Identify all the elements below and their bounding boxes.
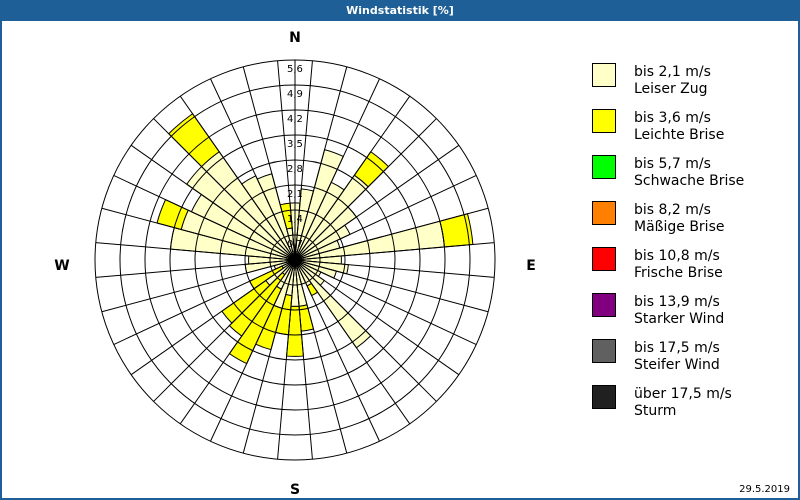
compass-W: W [54,258,69,274]
chart-panel: 0,7 1,4 2,1 2,8 3,5 4,2 4,9 5,6 N S W E bis 2,1 m/s… [2,21,798,498]
center-hub [289,254,301,266]
grid-spoke [95,259,296,278]
legend-range: bis 5,7 m/s [634,156,711,172]
grid-spoke [242,66,296,261]
grid-spoke [294,66,348,261]
radial-tick-label: 4,2 [287,114,303,125]
date-label: 29.5.2019 [739,484,790,495]
legend-label: Mäßige Brise [634,219,725,235]
legend-swatch [592,293,616,317]
grid-spoke [277,259,296,460]
grid-spoke [294,95,411,261]
radial-tick-label: 0,7 [287,239,303,250]
legend-swatch [592,201,616,225]
radial-tick-label: 3,5 [287,139,303,150]
grid-spoke [95,242,296,261]
grid-spoke [294,60,313,261]
legend-range: bis 10,8 m/s [634,248,720,264]
grid-spoke [294,259,460,376]
compass-S: S [290,482,300,498]
grid-spoke [294,259,380,442]
grid-spoke [294,207,489,261]
legend-label: Sturm [634,403,677,419]
legend-label: Starker Wind [634,311,725,327]
legend-swatch [592,109,616,133]
grid-spoke [294,259,495,278]
legend-swatch [592,155,616,179]
legend-range: bis 2,1 m/s [634,64,711,80]
grid-spoke [179,95,296,261]
compass-E: E [526,258,536,274]
grid-spoke [210,78,296,261]
grid-spoke [101,207,296,261]
grid-spoke [294,259,437,402]
legend-label: Frische Brise [634,265,723,281]
legend-label: Schwache Brise [634,173,745,189]
grid-spoke [277,60,296,261]
grid-spoke [153,118,296,261]
grid-spoke [294,78,380,261]
radial-tick-label: 5,6 [287,64,303,75]
grid-spoke [210,259,296,442]
legend-label: Leichte Brise [634,127,725,143]
grid-spoke [294,118,437,261]
grid-spoke [242,259,296,454]
grid-spoke [294,242,495,261]
grid-spoke [294,259,313,460]
grid-spoke [130,259,296,376]
grid-spoke [294,175,477,261]
legend-swatch [592,247,616,271]
radial-tick-label: 2,1 [287,189,303,200]
legend-range: bis 3,6 m/s [634,110,711,126]
legend-swatch [592,339,616,363]
radial-tick-label: 1,4 [287,214,303,225]
legend-label: Steifer Wind [634,357,720,373]
grid-spoke [113,175,296,261]
grid-spoke [101,259,296,313]
legend-range: bis 13,9 m/s [634,294,720,310]
grid-spoke [294,144,460,261]
grid-spoke [294,259,411,425]
grid-spoke [130,144,296,261]
legend-swatch [592,385,616,409]
legend-range: bis 8,2 m/s [634,202,711,218]
legend-swatch [592,63,616,87]
legend-label: Leiser Zug [634,81,708,97]
radial-tick-label: 2,8 [287,164,303,175]
radial-tick-label: 4,9 [287,89,303,100]
grid-spoke [153,259,296,402]
legend-range: über 17,5 m/s [634,386,732,402]
grid-spoke [294,259,477,345]
grid-spoke [113,259,296,345]
wind-rose-chart: 0,7 1,4 2,1 2,8 3,5 4,2 4,9 5,6 N S W E [54,30,536,498]
grid-spoke [179,259,296,425]
grid-spoke [294,259,348,454]
grid-spoke [294,259,489,313]
window-title: Windstatistik [%] [0,0,800,21]
legend-range: bis 17,5 m/s [634,340,720,356]
compass-N: N [289,30,301,46]
